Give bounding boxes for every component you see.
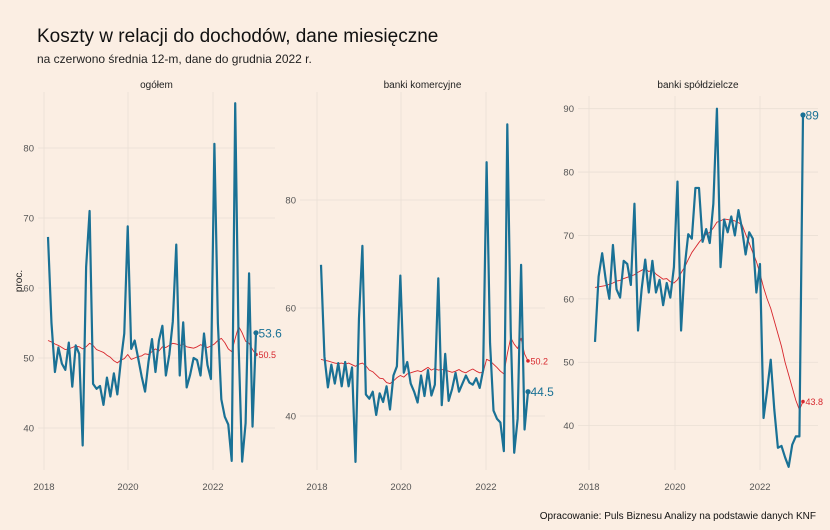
series-line-end-point	[525, 389, 531, 395]
y-tick-label: 50	[563, 358, 574, 369]
y-axis-label: proc.	[14, 270, 25, 292]
average-line-end-label: 50.2	[531, 356, 549, 366]
panel-title: ogółem	[140, 80, 173, 91]
average-line-end-label: 43.8	[806, 397, 824, 407]
panel-3: banki spółdzielcze 40 50 60 70 80 90 2018 2020 20…	[563, 80, 823, 493]
series-line	[593, 107, 805, 468]
x-tick-label: 2018	[306, 482, 327, 493]
y-tick-label: 60	[23, 284, 34, 295]
series-line-end-label: 53.6	[259, 326, 283, 340]
x-tick-label: 2022	[749, 482, 770, 493]
source-caption: Opracowanie: Puls Biznesu Analizy na pod…	[539, 511, 816, 522]
panel-2: banki komercyjne 40 60 80 2018 2020 2022 50.2 44…	[285, 80, 554, 493]
y-tick-label: 70	[23, 214, 34, 225]
series-line	[46, 102, 258, 463]
panel-1: ogółem 40 50 60 70 80 2018 2020 2022 proc. 50.5 53.…	[14, 80, 282, 493]
chart-title: Koszty w relacji do dochodów, dane miesi…	[37, 26, 439, 47]
average-line	[47, 326, 257, 364]
x-tick-label: 2020	[117, 482, 138, 493]
average-line-end-point	[801, 399, 805, 404]
y-tick-label: 50	[23, 354, 34, 365]
x-tick-label: 2022	[475, 482, 496, 493]
y-tick-label: 60	[285, 304, 296, 315]
y-tick-label: 40	[563, 421, 574, 432]
series-line-end-point	[253, 330, 259, 336]
y-tick-label: 90	[563, 104, 574, 115]
y-tick-label: 40	[285, 412, 296, 423]
x-tick-label: 2022	[202, 482, 223, 493]
y-tick-label: 80	[563, 168, 574, 179]
y-tick-label: 60	[563, 294, 574, 305]
y-tick-label: 80	[285, 196, 296, 207]
panel-title: banki komercyjne	[384, 80, 462, 91]
average-line-end-label: 50.5	[259, 350, 277, 360]
panel-title: banki spółdzielcze	[657, 80, 739, 91]
average-line	[320, 337, 529, 385]
x-tick-label: 2018	[33, 482, 54, 493]
series-line-end-label: 44.5	[531, 385, 555, 399]
series-line	[319, 123, 530, 463]
x-tick-label: 2020	[664, 482, 685, 493]
y-tick-label: 80	[23, 144, 34, 155]
series-line-end-label: 89	[806, 109, 820, 123]
series-line-end-point	[800, 112, 806, 118]
chart-subtitle: na czerwono średnia 12-m, dane do grudni…	[37, 52, 312, 66]
x-tick-label: 2020	[390, 482, 411, 493]
y-tick-label: 40	[23, 424, 34, 435]
average-line-end-point	[526, 359, 530, 363]
y-tick-label: 70	[563, 231, 574, 242]
x-tick-label: 2018	[578, 482, 599, 493]
